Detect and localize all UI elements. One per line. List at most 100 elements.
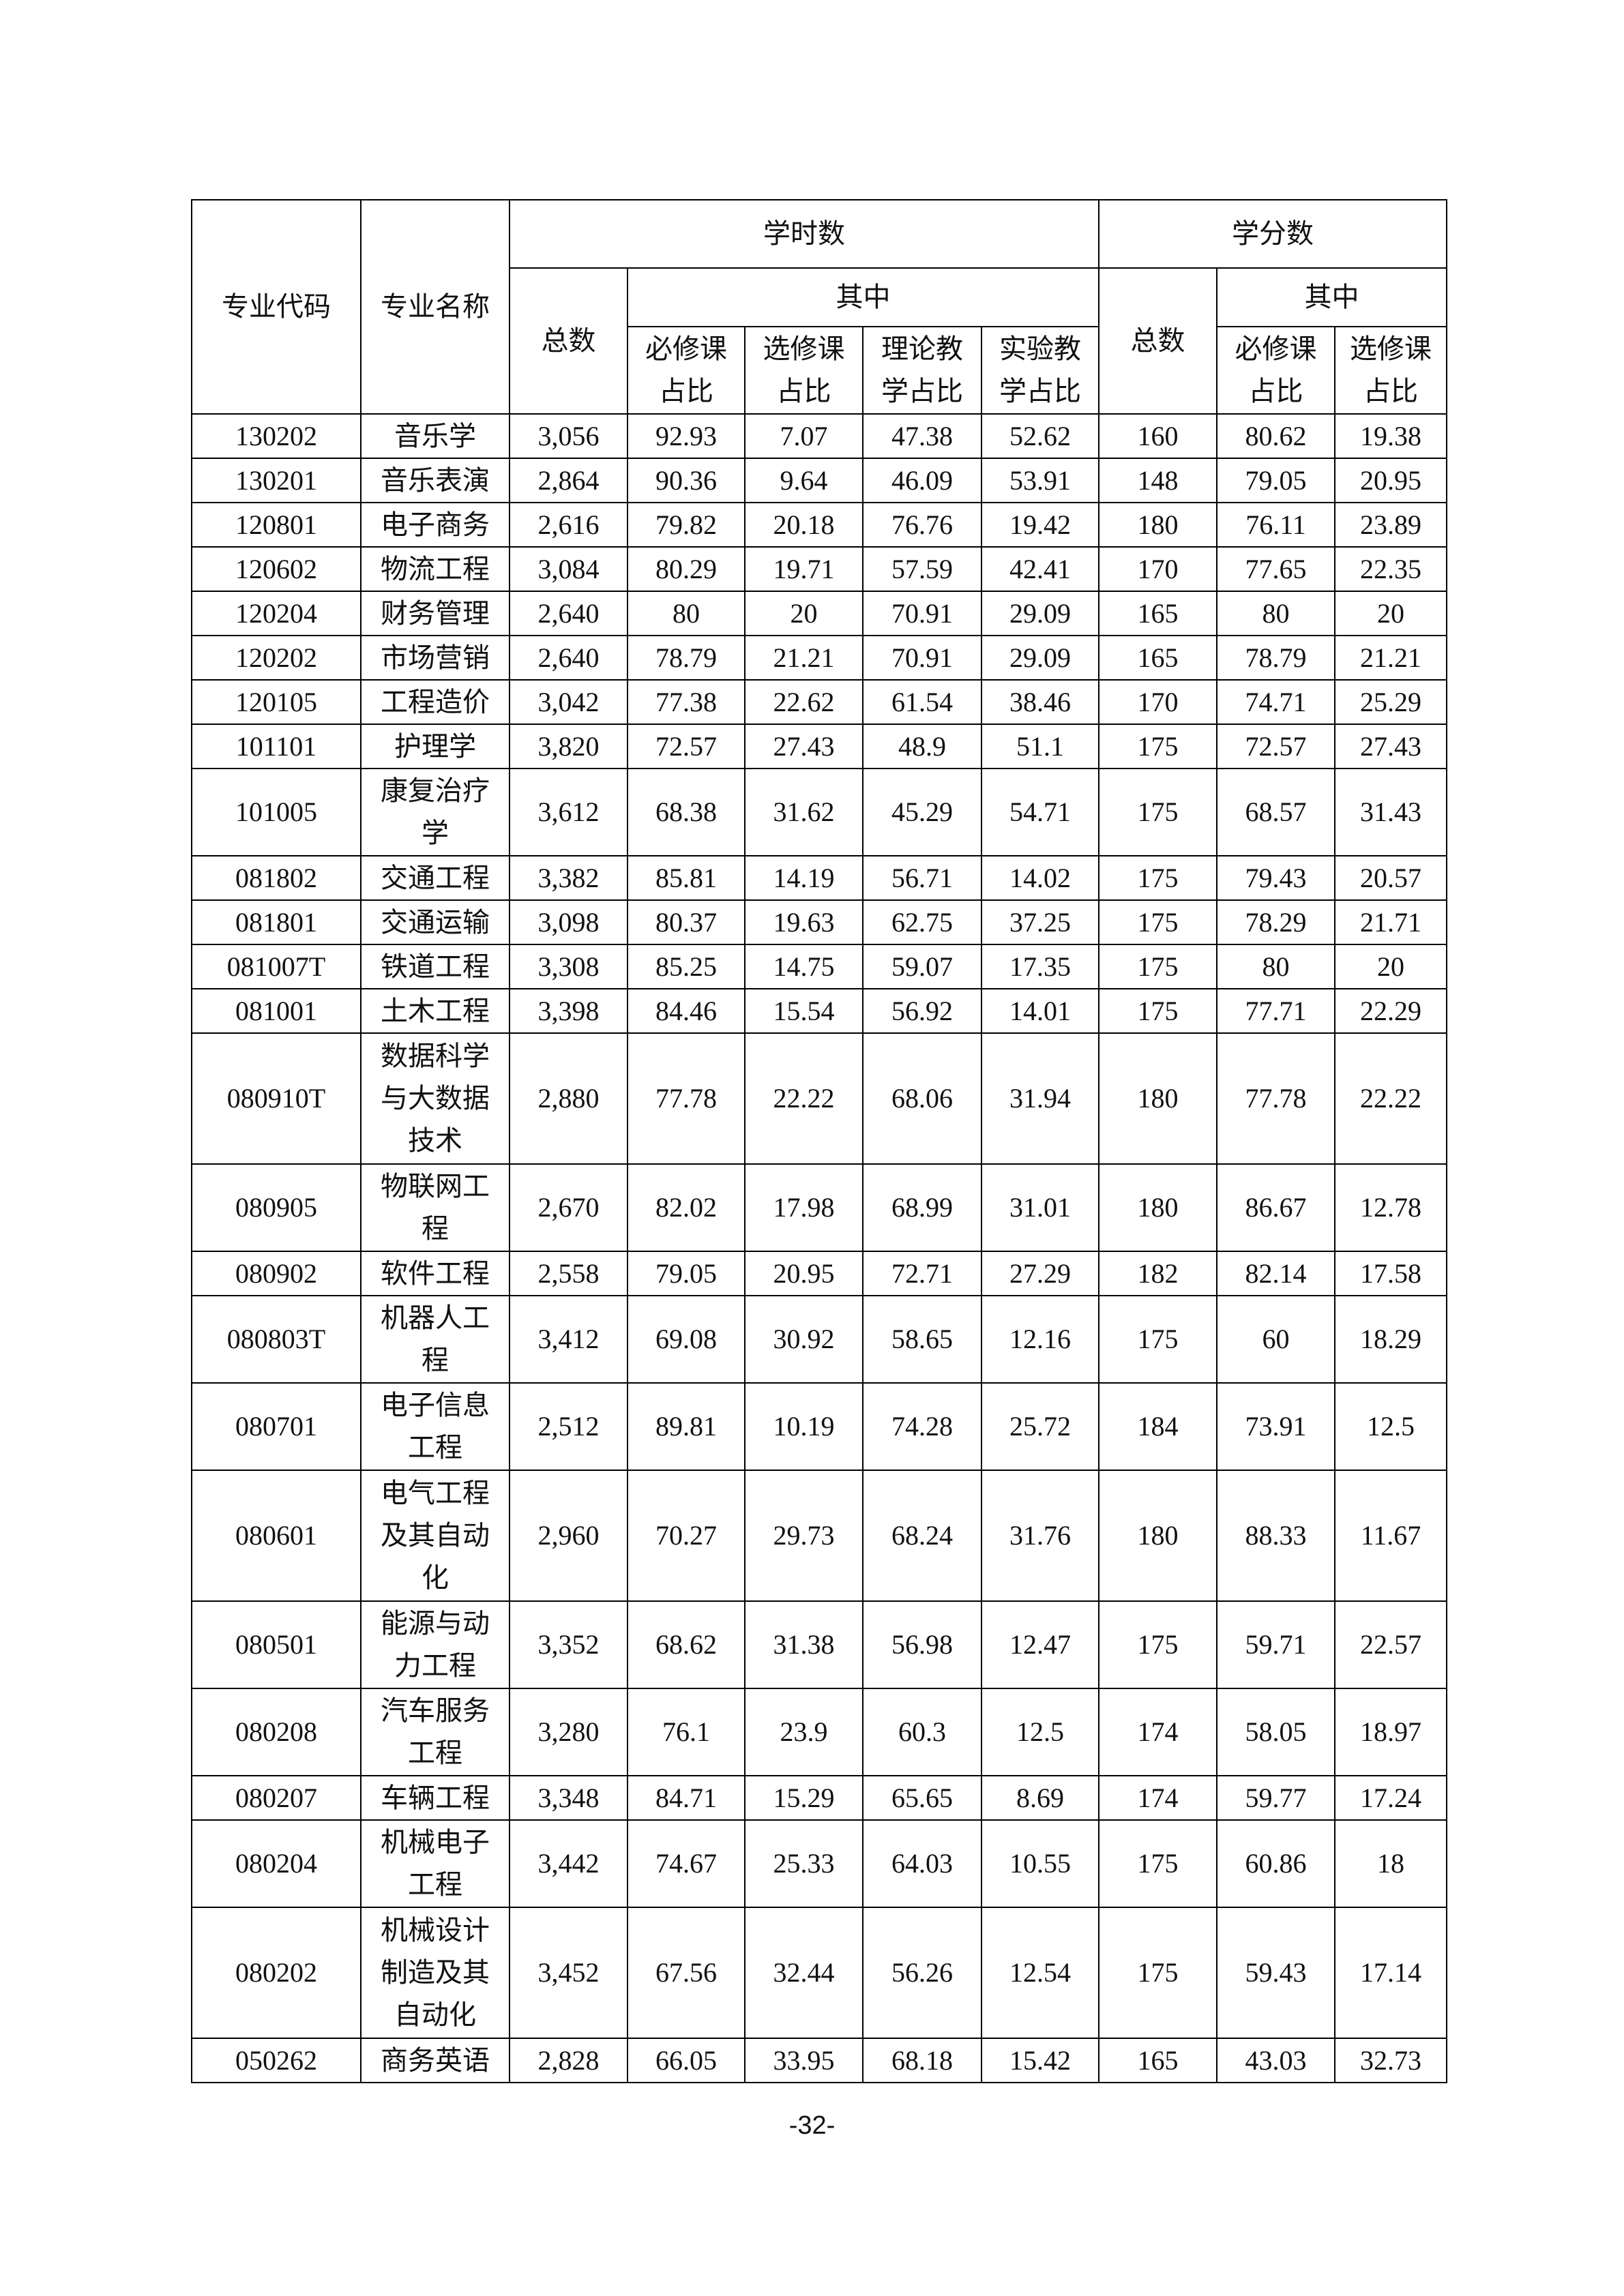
credits-required-ratio: 74.71: [1216, 679, 1335, 725]
credits-total: 175: [1098, 944, 1217, 989]
hours-elective-ratio: 33.95: [744, 2038, 863, 2083]
major-code: 120105: [191, 679, 361, 725]
credits-required-ratio: 77.71: [1216, 988, 1335, 1034]
table-row: 081801 交通运输 3,098 80.37 19.63 62.75 37.25 175 78…: [191, 899, 1447, 945]
credits-required-ratio: 76.11: [1216, 502, 1335, 548]
header-credits-group: 学分数: [1098, 199, 1447, 269]
table-row: 120202 市场营销 2,640 78.79 21.21 70.91 29.09 165 78…: [191, 635, 1447, 681]
lab-ratio: 38.46: [981, 679, 1099, 725]
major-code: 080601: [191, 1470, 361, 1602]
lab-ratio: 12.47: [981, 1600, 1099, 1689]
credits-required-ratio: 59.43: [1216, 1907, 1335, 2039]
major-name: 机械设计制造及其自动化: [360, 1907, 510, 2039]
hours-required-ratio: 82.02: [627, 1163, 745, 1252]
credits-required-ratio: 60.86: [1216, 1819, 1335, 1908]
major-name: 康复治疗学: [360, 768, 510, 856]
table-body: 130202 音乐学 3,056 92.93 7.07 47.38 52.62 160 80.6…: [191, 413, 1447, 2083]
credits-required-ratio: 59.77: [1216, 1775, 1335, 1821]
hours-total: 3,348: [509, 1775, 628, 1821]
major-name: 护理学: [360, 724, 510, 769]
credits-total: 175: [1098, 1907, 1217, 2039]
hours-total: 3,056: [509, 413, 628, 459]
major-name: 音乐表演: [360, 458, 510, 503]
hours-required-ratio: 92.93: [627, 413, 745, 459]
hours-elective-ratio: 25.33: [744, 1819, 863, 1908]
hours-required-ratio: 76.1: [627, 1688, 745, 1776]
lab-ratio: 29.09: [981, 591, 1099, 636]
table-row: 080902 软件工程 2,558 79.05 20.95 72.71 27.29 182 82…: [191, 1251, 1447, 1296]
table-row: 080202 机械设计制造及其自动化 3,452 67.56 32.44 56.26 12.…: [191, 1907, 1447, 2039]
table-row: 081001 土木工程 3,398 84.46 15.54 56.92 14.01 175 77…: [191, 988, 1447, 1034]
hours-total: 3,382: [509, 855, 628, 901]
credits-total: 175: [1098, 988, 1217, 1034]
lab-ratio: 31.01: [981, 1163, 1099, 1252]
major-name: 电子信息工程: [360, 1382, 510, 1471]
credits-required-ratio: 43.03: [1216, 2038, 1335, 2083]
credits-elective-ratio: 20.57: [1334, 855, 1447, 901]
theory-ratio: 47.38: [862, 413, 982, 459]
hours-total: 2,880: [509, 1032, 628, 1165]
credits-required-ratio: 82.14: [1216, 1251, 1335, 1296]
hours-elective-ratio: 22.62: [744, 679, 863, 725]
credits-required-ratio: 79.05: [1216, 458, 1335, 503]
hours-required-ratio: 77.78: [627, 1032, 745, 1165]
theory-ratio: 56.98: [862, 1600, 982, 1689]
credits-required-ratio: 77.78: [1216, 1032, 1335, 1165]
major-code: 080902: [191, 1251, 361, 1296]
credits-elective-ratio: 27.43: [1334, 724, 1447, 769]
major-name: 能源与动力工程: [360, 1600, 510, 1689]
hours-required-ratio: 84.71: [627, 1775, 745, 1821]
credits-required-ratio: 80.62: [1216, 413, 1335, 459]
hours-required-ratio: 84.46: [627, 988, 745, 1034]
lab-ratio: 54.71: [981, 768, 1099, 856]
hours-elective-ratio: 19.63: [744, 899, 863, 945]
lab-ratio: 8.69: [981, 1775, 1099, 1821]
header-hours-of-which: 其中: [627, 267, 1099, 327]
credits-elective-ratio: 25.29: [1334, 679, 1447, 725]
credits-total: 174: [1098, 1688, 1217, 1776]
major-code: 050262: [191, 2038, 361, 2083]
credits-required-ratio: 79.43: [1216, 855, 1335, 901]
credits-elective-ratio: 18.97: [1334, 1688, 1447, 1776]
major-code: 120202: [191, 635, 361, 681]
hours-elective-ratio: 15.29: [744, 1775, 863, 1821]
major-code: 101101: [191, 724, 361, 769]
hours-elective-ratio: 14.19: [744, 855, 863, 901]
hours-total: 3,308: [509, 944, 628, 989]
table-row: 081007T 铁道工程 3,308 85.25 14.75 59.07 17.35 175 8…: [191, 944, 1447, 989]
header-hours-theory: 理论教学占比: [862, 326, 982, 415]
credits-required-ratio: 58.05: [1216, 1688, 1335, 1776]
major-name: 电气工程及其自动化: [360, 1470, 510, 1602]
credits-required-ratio: 77.65: [1216, 546, 1335, 592]
hours-total: 3,412: [509, 1295, 628, 1384]
major-name: 音乐学: [360, 413, 510, 459]
curriculum-table: 专业代码 专业名称 学时数 学分数 总数 其中 总数 其中 必修课占比 选修课占…: [191, 199, 1447, 2083]
lab-ratio: 53.91: [981, 458, 1099, 503]
credits-total: 170: [1098, 679, 1217, 725]
major-name: 交通工程: [360, 855, 510, 901]
hours-elective-ratio: 20: [744, 591, 863, 636]
table-row: 080905 物联网工程 2,670 82.02 17.98 68.99 31.01 180 8…: [191, 1163, 1447, 1252]
credits-total: 165: [1098, 591, 1217, 636]
hours-elective-ratio: 22.22: [744, 1032, 863, 1165]
lab-ratio: 14.01: [981, 988, 1099, 1034]
major-name: 商务英语: [360, 2038, 510, 2083]
theory-ratio: 59.07: [862, 944, 982, 989]
credits-total: 165: [1098, 2038, 1217, 2083]
major-name: 车辆工程: [360, 1775, 510, 1821]
hours-total: 2,670: [509, 1163, 628, 1252]
hours-required-ratio: 90.36: [627, 458, 745, 503]
lab-ratio: 12.5: [981, 1688, 1099, 1776]
hours-elective-ratio: 20.18: [744, 502, 863, 548]
major-name: 汽车服务工程: [360, 1688, 510, 1776]
credits-elective-ratio: 17.14: [1334, 1907, 1447, 2039]
hours-total: 3,084: [509, 546, 628, 592]
table-row: 080803T 机器人工程 3,412 69.08 30.92 58.65 12.16 175…: [191, 1295, 1447, 1384]
hours-total: 2,512: [509, 1382, 628, 1471]
credits-total: 182: [1098, 1251, 1217, 1296]
header-hours-total: 总数: [509, 267, 628, 415]
lab-ratio: 51.1: [981, 724, 1099, 769]
hours-required-ratio: 68.38: [627, 768, 745, 856]
theory-ratio: 57.59: [862, 546, 982, 592]
major-code: 120204: [191, 591, 361, 636]
